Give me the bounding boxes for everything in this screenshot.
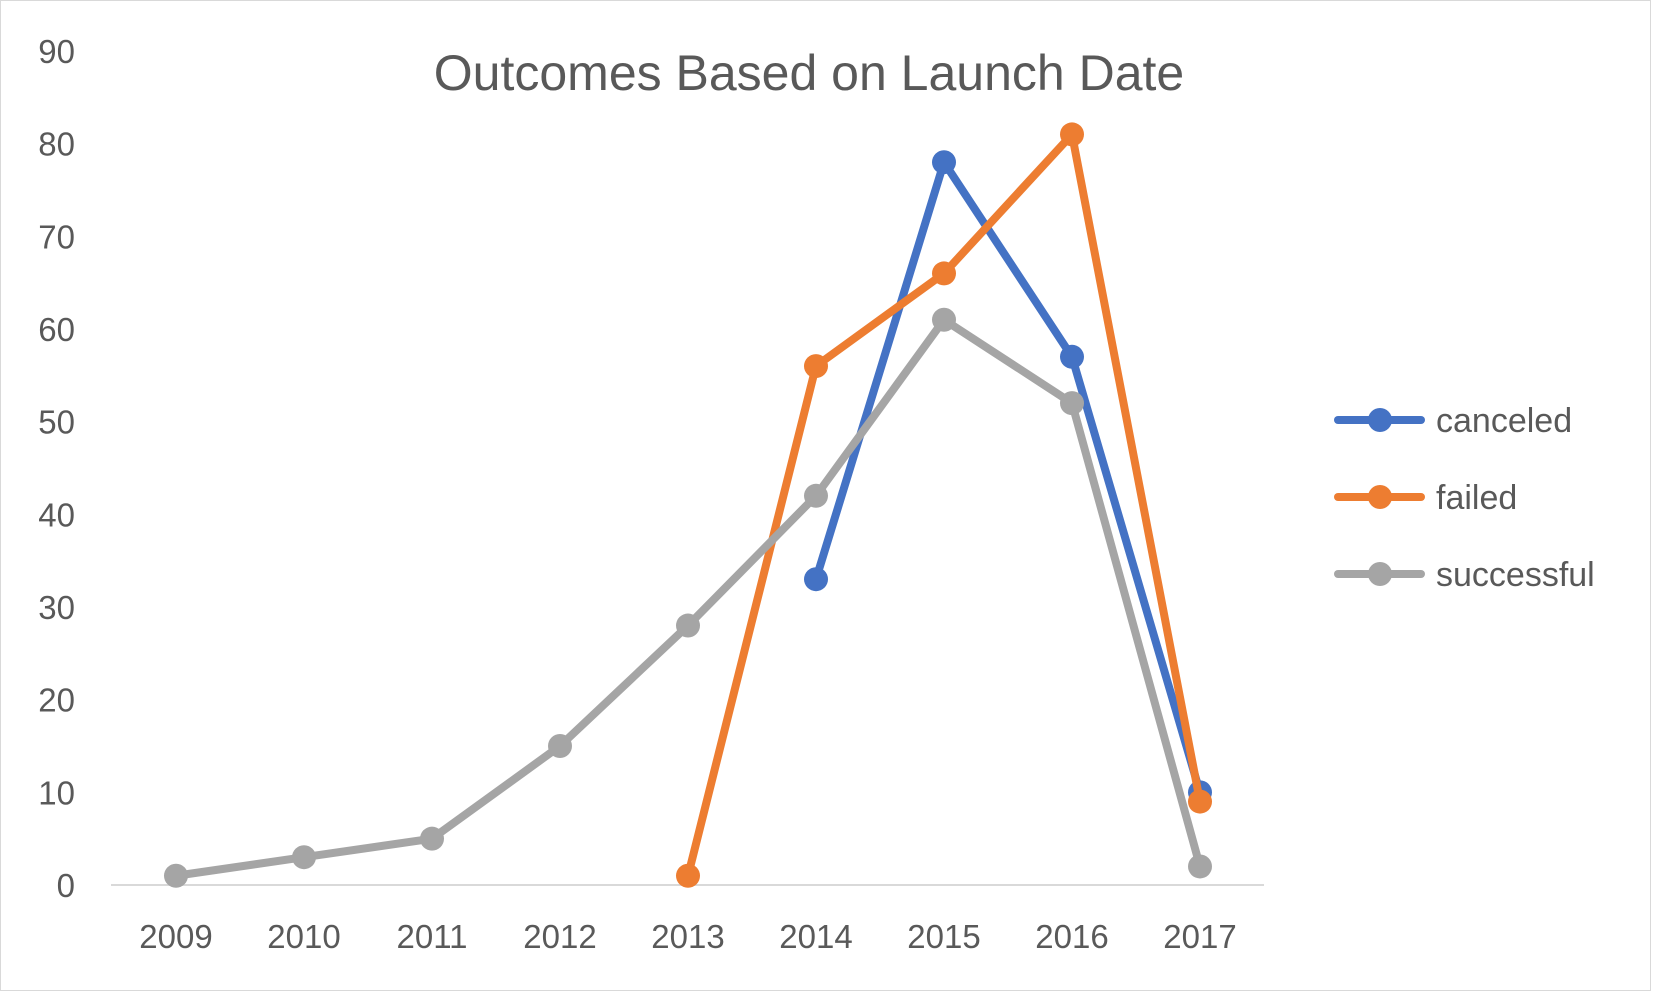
data-point-failed — [804, 354, 828, 379]
data-point-successful — [804, 483, 828, 508]
data-point-successful — [420, 826, 444, 851]
legend-swatch-marker — [1368, 562, 1392, 586]
chart-title: Outcomes Based on Launch Date — [434, 45, 1184, 101]
legend-label: successful — [1436, 556, 1595, 594]
data-point-successful — [932, 307, 956, 332]
x-tick-label: 2009 — [139, 918, 212, 955]
y-tick-label: 80 — [38, 126, 75, 163]
series-layer — [164, 122, 1212, 888]
legend-item-successful: successful — [1334, 556, 1595, 594]
legend-swatch-marker — [1368, 408, 1392, 432]
x-tick-label: 2017 — [1163, 918, 1236, 955]
y-tick-label: 90 — [38, 33, 75, 70]
y-tick-label: 20 — [38, 682, 75, 719]
data-point-canceled — [932, 150, 956, 175]
legend: canceled failed successful — [1334, 402, 1595, 594]
y-tick-label: 70 — [38, 218, 75, 255]
x-tick-label: 2013 — [651, 918, 724, 955]
y-tick-label: 60 — [38, 311, 75, 348]
y-axis-ticks: 0 10 20 30 40 50 60 70 80 90 — [38, 33, 75, 904]
legend-item-canceled: canceled — [1334, 402, 1572, 440]
data-point-successful — [548, 734, 572, 758]
x-tick-label: 2016 — [1035, 918, 1108, 955]
data-point-canceled — [804, 567, 828, 592]
legend-swatch-marker — [1368, 485, 1392, 509]
y-tick-label: 30 — [38, 589, 75, 626]
series-failed — [676, 122, 1212, 888]
series-line-canceled — [812, 158, 1204, 797]
data-point-failed — [932, 261, 956, 286]
y-tick-label: 0 — [57, 867, 75, 904]
legend-item-failed: failed — [1334, 479, 1517, 517]
x-tick-label: 2012 — [523, 918, 596, 955]
series-line-successful — [172, 315, 1204, 880]
x-tick-label: 2014 — [779, 918, 852, 955]
series-canceled — [804, 150, 1212, 805]
data-point-successful — [676, 613, 700, 638]
data-point-failed — [676, 863, 700, 888]
x-tick-label: 2011 — [397, 918, 468, 955]
legend-label: canceled — [1436, 402, 1572, 440]
x-tick-label: 2015 — [907, 918, 980, 955]
x-tick-label: 2010 — [267, 918, 340, 955]
y-tick-label: 40 — [38, 496, 75, 533]
data-point-failed — [1060, 122, 1084, 147]
data-point-failed — [1188, 789, 1212, 814]
series-line-failed — [684, 130, 1204, 880]
data-point-successful — [1060, 391, 1084, 416]
data-point-successful — [1188, 854, 1212, 879]
series-successful — [164, 307, 1212, 888]
legend-label: failed — [1436, 479, 1517, 517]
data-point-successful — [164, 863, 188, 888]
y-tick-label: 10 — [38, 774, 75, 811]
data-point-successful — [292, 845, 316, 870]
y-tick-label: 50 — [38, 404, 75, 441]
data-point-canceled — [1060, 344, 1084, 369]
x-axis-ticks: 2009 2010 2011 2012 2013 2014 2015 2016 2017 — [139, 918, 1236, 955]
